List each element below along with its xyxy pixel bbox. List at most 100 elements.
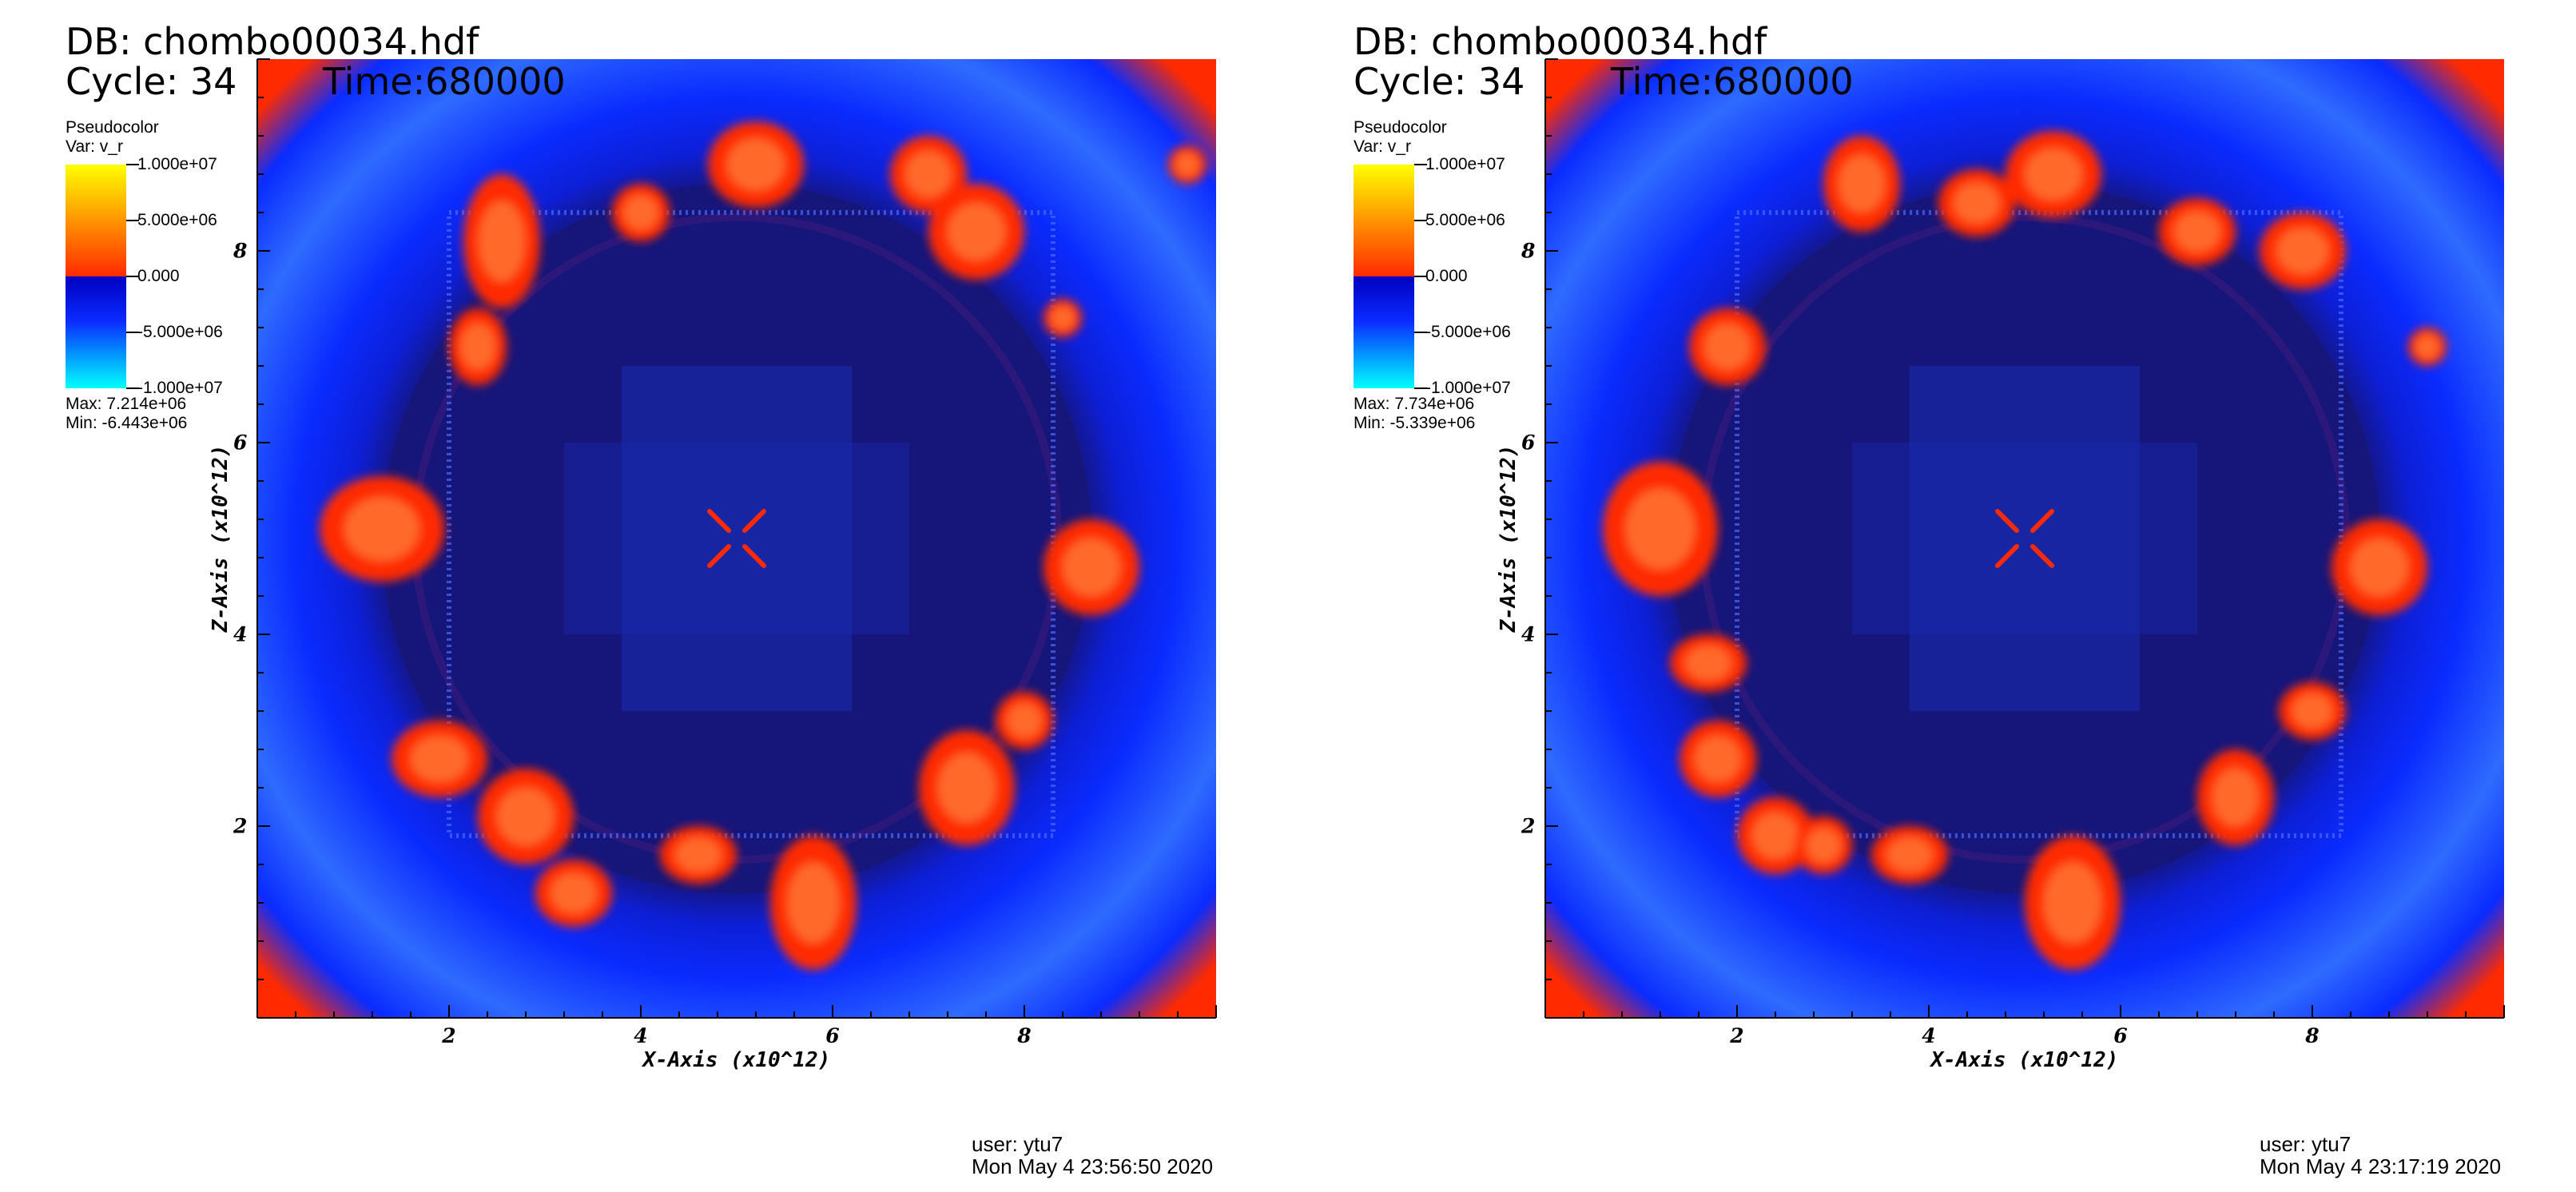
mesh-boundary bbox=[447, 210, 1055, 838]
colorbar-tick-label: 0.000 bbox=[137, 267, 180, 285]
time-label: Time:680000 bbox=[1611, 60, 1854, 103]
plot-panel-right: DB: chombo00034.hdf Cycle: 34 Time:68000… bbox=[1288, 0, 2576, 1192]
max-label: Max: 7.734e+06 bbox=[1354, 395, 1475, 413]
red-blob-core bbox=[2292, 693, 2333, 729]
user-footer: user: ytu7 Mon May 4 23:56:50 2020 bbox=[972, 1133, 1213, 1178]
red-blob-core bbox=[2044, 862, 2101, 944]
plot-axes bbox=[256, 58, 1217, 1019]
red-blob-core bbox=[1625, 488, 1695, 570]
colorbar-tick-label: 1.000e+07 bbox=[137, 155, 217, 173]
colorbar-tick-label: 5.000e+06 bbox=[1425, 211, 1505, 229]
red-blob-core bbox=[1806, 828, 1841, 863]
center-feature bbox=[707, 509, 766, 568]
center-feature bbox=[1995, 509, 2054, 568]
x-axis-label: X-Axis (x10^12) bbox=[1930, 1048, 2119, 1072]
red-blob-core bbox=[1685, 646, 1731, 681]
red-blob-core bbox=[948, 203, 1005, 260]
heatmap-canvas bbox=[257, 59, 1216, 1018]
heatmap-plot bbox=[1545, 59, 2504, 1018]
user-footer: user: ytu7 Mon May 4 23:17:19 2020 bbox=[2260, 1133, 2501, 1178]
red-blob-core bbox=[2415, 335, 2439, 359]
red-blob-core bbox=[1886, 837, 1933, 872]
date-label: Mon May 4 23:17:19 2020 bbox=[2260, 1154, 2502, 1178]
data-range: Max: 7.734e+06 Min: -5.339e+06 bbox=[1354, 395, 1475, 433]
colorbar-tick bbox=[1414, 332, 1427, 333]
db-label: DB: chombo00034.hdf bbox=[66, 20, 479, 63]
y-tick-label: 4 bbox=[1521, 622, 1536, 646]
colorbar-tick bbox=[126, 220, 139, 221]
red-blob-core bbox=[2174, 211, 2220, 252]
legend-header: Pseudocolor Var: v_r bbox=[1354, 118, 1447, 157]
center-arm bbox=[707, 544, 731, 568]
red-blob-core bbox=[1695, 736, 1741, 782]
red-blob-core bbox=[905, 151, 952, 197]
y-tick-label: 2 bbox=[1521, 814, 1536, 838]
red-blob-core bbox=[1051, 306, 1075, 330]
red-blob-core bbox=[1175, 153, 1199, 177]
y-tick-label: 8 bbox=[233, 239, 248, 263]
inner-structure bbox=[622, 366, 852, 711]
red-blob-core bbox=[551, 872, 597, 914]
red-features bbox=[320, 121, 1207, 970]
cycle-label: Cycle: 34 bbox=[66, 60, 237, 103]
colorbar-tick bbox=[1414, 387, 1427, 389]
y-axis-label: Z-Axis (x10^12) bbox=[209, 444, 233, 633]
center-arm bbox=[707, 509, 731, 533]
inner-structure bbox=[1852, 443, 2197, 634]
colorbar-tick-label: -5.000e+06 bbox=[1425, 323, 1511, 341]
y-tick-label: 8 bbox=[1521, 239, 1536, 263]
red-blob-core bbox=[411, 736, 468, 782]
heatmap-canvas bbox=[1545, 59, 2504, 1018]
colorbar bbox=[66, 165, 126, 388]
center-arm bbox=[1995, 509, 2019, 533]
colorbar-tick-label: 0.000 bbox=[1425, 267, 1468, 285]
plot-type-label: Pseudocolor bbox=[66, 118, 159, 137]
colorbar-tick bbox=[126, 332, 139, 333]
center-arm bbox=[742, 509, 766, 533]
red-blob-core bbox=[1063, 538, 1120, 596]
x-tick-label: 6 bbox=[2113, 1024, 2128, 1047]
red-blob-core bbox=[623, 195, 658, 230]
colorbar-tick bbox=[126, 164, 139, 165]
heatmap-plot bbox=[257, 59, 1216, 1018]
inner-structure bbox=[1910, 366, 2140, 711]
var-label: Var: v_r bbox=[1354, 137, 1411, 156]
colorbar-tick-label: -5.000e+06 bbox=[137, 323, 223, 341]
red-blob-core bbox=[2276, 228, 2329, 274]
colorbar-tick bbox=[1414, 220, 1427, 221]
x-tick-label: 8 bbox=[2305, 1024, 2320, 1047]
red-blob-core bbox=[344, 497, 419, 561]
red-blob-core bbox=[2025, 148, 2082, 201]
red-blob-core bbox=[1752, 813, 1799, 859]
x-tick-label: 4 bbox=[1922, 1024, 1936, 1047]
colorbar-tick-label: 5.000e+06 bbox=[137, 211, 217, 229]
red-blob-core bbox=[787, 862, 840, 944]
min-label: Min: -6.443e+06 bbox=[66, 414, 188, 432]
x-tick-label: 6 bbox=[825, 1024, 840, 1047]
y-tick-label: 2 bbox=[233, 814, 248, 838]
red-blob-core bbox=[1704, 324, 1751, 370]
time-label: Time:680000 bbox=[323, 60, 566, 103]
date-label: Mon May 4 23:56:50 2020 bbox=[972, 1154, 1214, 1178]
center-arm bbox=[742, 544, 766, 568]
x-tick-label: 8 bbox=[1017, 1024, 1032, 1047]
red-blob-core bbox=[938, 753, 996, 823]
red-blob-core bbox=[1954, 182, 2000, 224]
db-label: DB: chombo00034.hdf bbox=[1354, 20, 1767, 63]
colorbar-tick bbox=[1414, 276, 1427, 277]
red-blob-core bbox=[727, 138, 785, 191]
var-label: Var: v_r bbox=[66, 137, 123, 156]
red-blob-core bbox=[497, 788, 555, 845]
colorbar-tick bbox=[126, 276, 139, 277]
x-tick-label: 2 bbox=[442, 1024, 456, 1047]
colorbar-tick-label: -1.000e+07 bbox=[137, 379, 223, 397]
x-tick-label: 2 bbox=[1730, 1024, 1744, 1047]
red-blob-core bbox=[2212, 769, 2259, 826]
red-blob-core bbox=[675, 837, 722, 872]
red-blob-core bbox=[479, 201, 525, 282]
y-tick-label: 6 bbox=[1521, 431, 1536, 455]
colorbar bbox=[1354, 165, 1414, 388]
inner-structure bbox=[564, 443, 909, 634]
plot-panel-left: DB: chombo00034.hdf Cycle: 34 Time:68000… bbox=[66, 20, 1217, 1178]
user-label: user: ytu7 bbox=[972, 1132, 1063, 1156]
